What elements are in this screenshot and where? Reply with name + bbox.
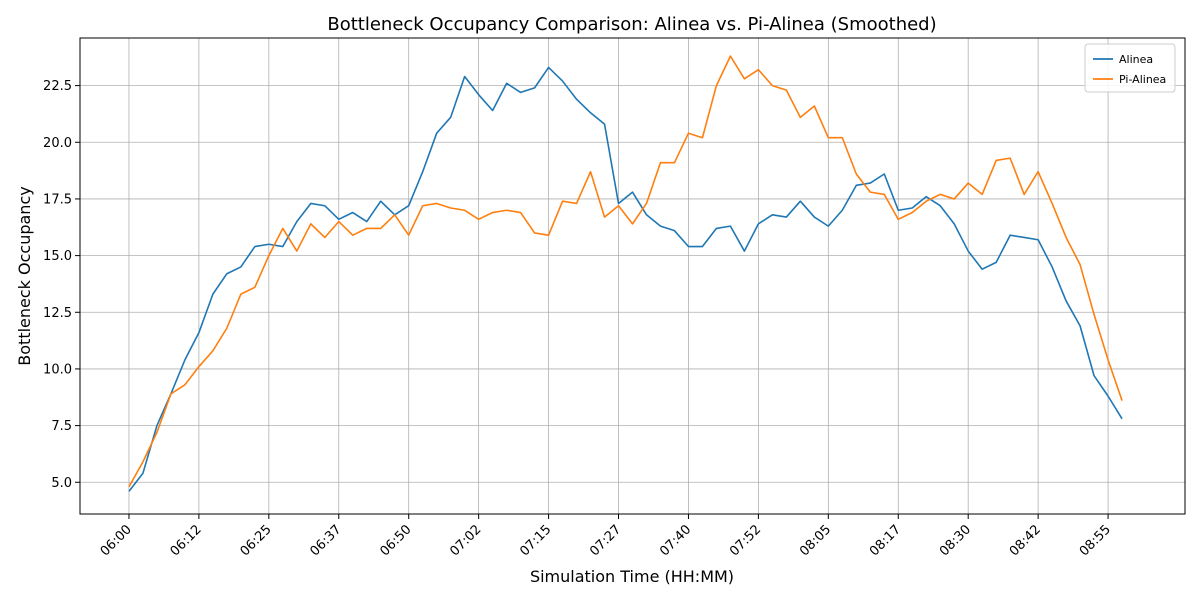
x-axis-ticks: 06:00 06:12 06:25 06:37 06:50 07:02 07:15 07:27… [98,514,1114,559]
legend: Alinea Pi-Alinea [1084,43,1176,93]
y-tick-label: 17.5 [43,192,72,207]
x-tick-label: 06:37 [307,522,344,559]
x-tick-label: 07:02 [447,522,484,559]
x-tick-label: 07:52 [727,522,764,559]
x-tick-label: 06:12 [168,522,205,559]
x-axis-label: Simulation Time (HH:MM) [530,567,734,586]
legend-entry: Alinea [1119,53,1153,66]
series-line-pi-alinea [128,55,1123,488]
legend-entry: Pi-Alinea [1119,73,1166,86]
chart-title: Bottleneck Occupancy Comparison: Alinea … [327,14,936,35]
x-tick-label: 08:17 [867,522,904,559]
x-tick-label: 08:30 [937,522,974,559]
series-lines [128,55,1123,492]
y-tick-label: 12.5 [43,306,72,321]
y-tick-label: 22.5 [43,79,72,94]
x-tick-label: 08:55 [1077,522,1114,559]
y-tick-label: 20.0 [43,136,72,151]
plot-area-frame [79,37,1186,515]
y-tick-label: 10.0 [43,362,72,377]
y-axis-label: Bottleneck Occupancy [15,186,34,365]
y-axis-ticks: 5.0 7.5 10.0 12.5 15.0 17.5 20.0 22.5 [43,79,80,491]
grid [80,38,1185,514]
x-tick-label: 07:40 [657,522,694,559]
x-tick-label: 07:15 [517,522,554,559]
legend-box [1084,43,1176,93]
x-tick-label: 08:05 [797,522,834,559]
y-tick-label: 7.5 [51,419,72,434]
y-tick-label: 15.0 [43,249,72,264]
y-tick-label: 5.0 [51,476,72,491]
series-line-alinea [128,66,1123,492]
x-tick-label: 06:50 [377,522,414,559]
x-tick-label: 06:25 [238,522,275,559]
x-tick-label: 07:27 [587,522,624,559]
x-tick-label: 08:42 [1007,522,1044,559]
x-tick-label: 06:00 [98,522,135,559]
